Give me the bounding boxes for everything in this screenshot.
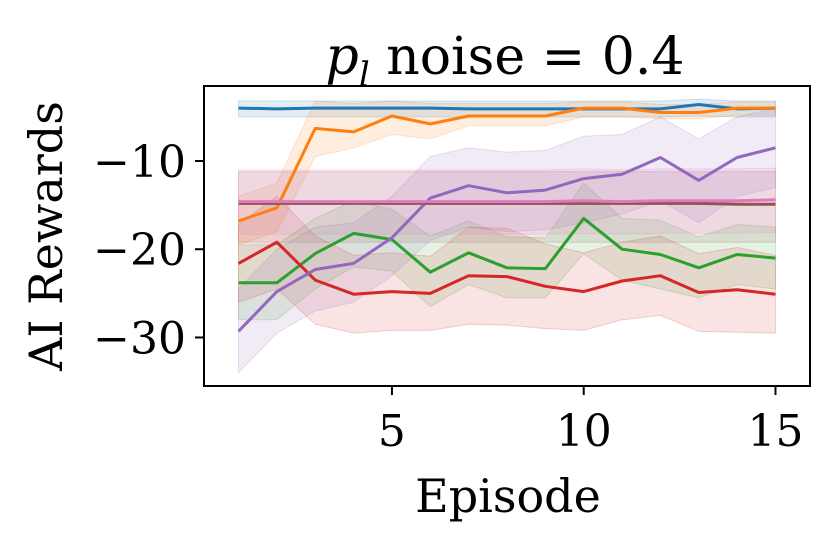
band-green xyxy=(238,182,776,321)
x-axis-label: Episode xyxy=(415,469,601,523)
y-tick-label: −30 xyxy=(93,313,186,364)
series-line-brown xyxy=(238,201,776,206)
chart-title-subscript: l xyxy=(359,55,370,95)
series-line-red xyxy=(237,240,776,296)
x-axis-ticks: 5 10 15 xyxy=(378,386,803,457)
y-tick-label: −20 xyxy=(93,225,186,276)
chart-title-rest: noise = 0.4 xyxy=(370,27,685,87)
x-tick-label: 5 xyxy=(378,406,406,457)
chart-title-variable: p xyxy=(326,27,359,87)
series-line-purple xyxy=(237,146,776,333)
series-line-green xyxy=(238,216,776,285)
y-tick-label: −10 xyxy=(93,137,186,188)
band-red xyxy=(238,195,776,334)
series-line-orange xyxy=(238,106,776,223)
series-lines xyxy=(237,103,776,333)
band-purple xyxy=(238,107,776,375)
band-brown xyxy=(238,171,776,243)
confidence-bands xyxy=(238,98,776,375)
x-tick-label: 15 xyxy=(747,406,803,457)
x-tick-label: 10 xyxy=(556,406,612,457)
band-orange xyxy=(238,100,776,246)
series-line-blue xyxy=(238,103,776,111)
chart-title: pl noise = 0.4 xyxy=(326,27,685,95)
series-line-pink xyxy=(238,198,776,204)
plot-frame xyxy=(203,85,811,387)
y-axis-ticks: −10 −20 −30 xyxy=(93,137,204,364)
y-axis-label: AI Rewards xyxy=(19,101,73,372)
